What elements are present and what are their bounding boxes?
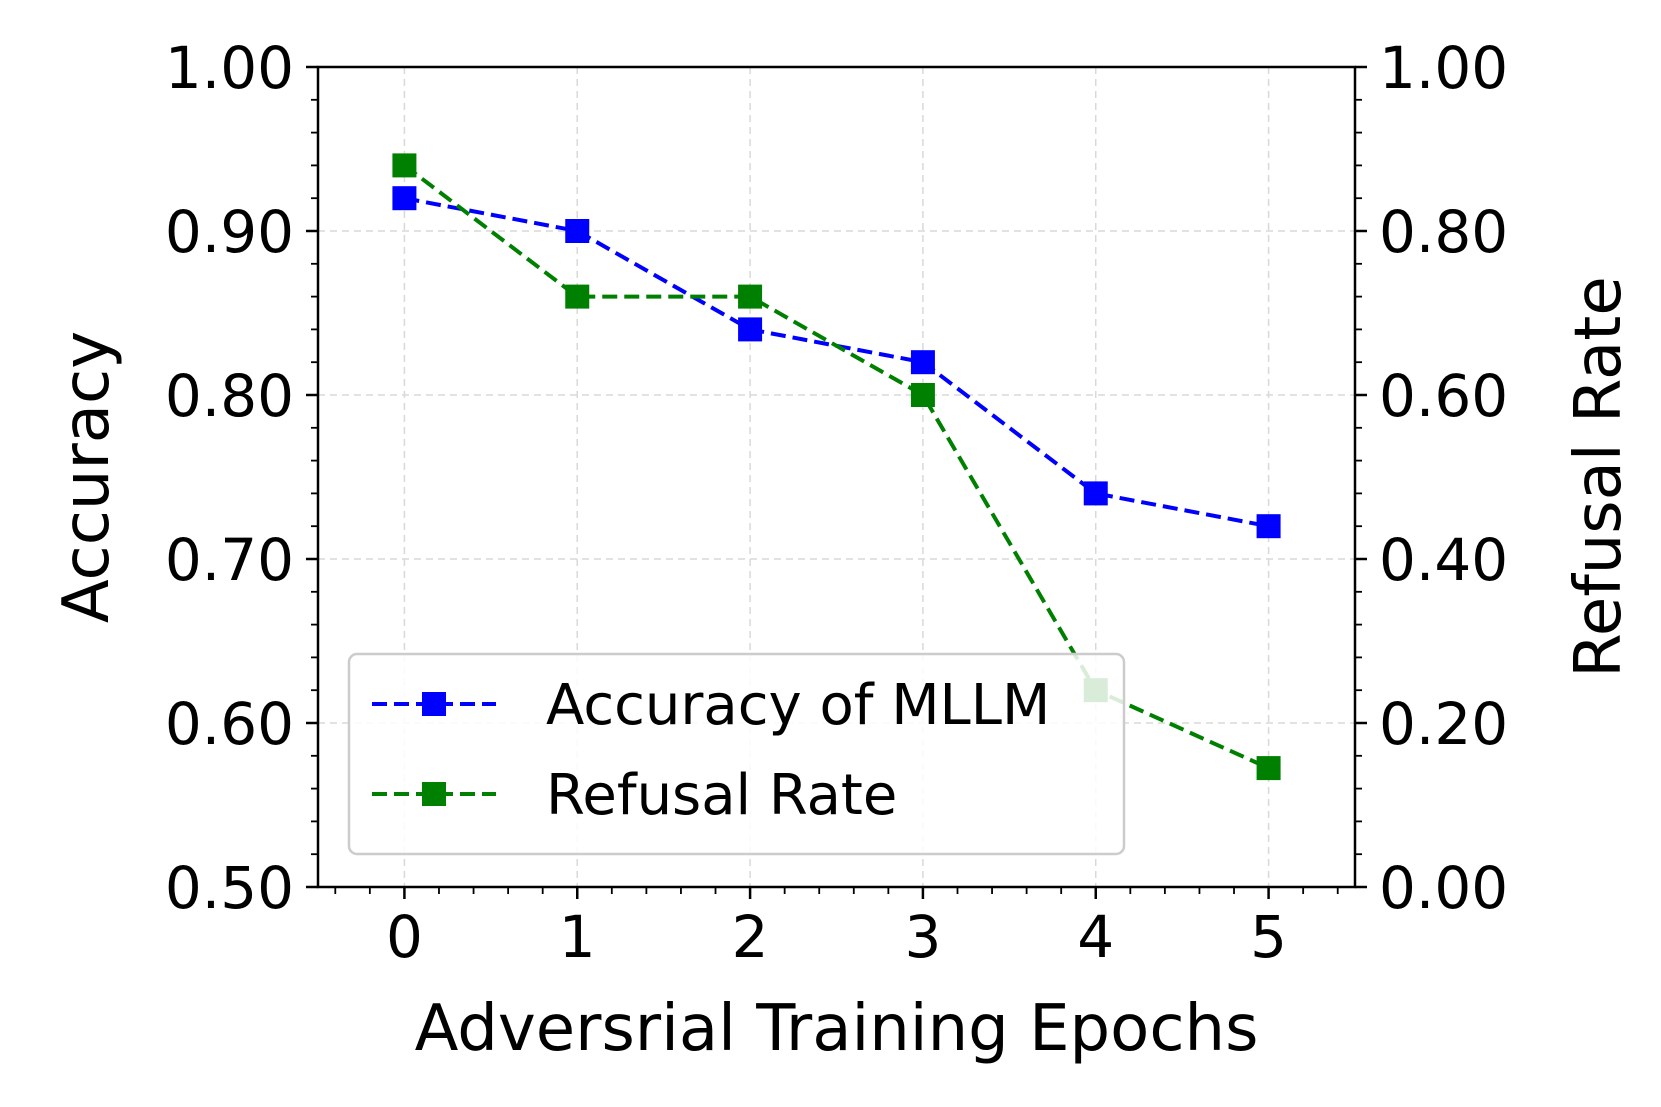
x-tick-label: 0 — [386, 903, 423, 971]
series-point-refusal-rate — [565, 284, 590, 309]
series-point-refusal-rate — [738, 284, 763, 309]
y-tick-label: 0.80 — [165, 362, 294, 430]
x-tick-label: 5 — [1250, 903, 1287, 971]
series-point-accuracy-of-mllm — [1083, 481, 1108, 506]
axes: 0 1 2 3 4 5 0.50 0.60 0.70 0.80 0.90 1.00 0.00 0.20 0.… — [165, 34, 1508, 971]
y2-tick-label: 0.40 — [1379, 526, 1508, 594]
series-line-refusal-rate — [403, 163, 1270, 770]
series-point-accuracy-of-mllm — [910, 350, 935, 375]
x-tick-label: 3 — [904, 903, 941, 971]
legend: Accuracy of MLLM Refusal Rate — [347, 652, 1126, 856]
y-tick-label: 0.70 — [165, 526, 294, 594]
series-point-accuracy-of-mllm — [392, 186, 417, 211]
legend-marker-accuracy-of-mllm — [422, 692, 446, 716]
y2-tick-label: 0.00 — [1379, 854, 1508, 922]
y-tick-label: 0.60 — [165, 690, 294, 758]
x-tick-label: 1 — [559, 903, 596, 971]
legend-marker-refusal-rate — [422, 782, 446, 806]
y-tick-label: 0.50 — [165, 854, 294, 922]
legend-label-refusal-rate: Refusal Rate — [546, 763, 897, 828]
y2-tick-label: 1.00 — [1379, 34, 1508, 102]
x-tick-label: 4 — [1077, 903, 1114, 971]
y-tick-label: 0.90 — [165, 198, 294, 266]
legend-box — [347, 652, 1126, 856]
series-layer — [392, 153, 1281, 781]
series-point-refusal-rate — [910, 383, 935, 407]
y-axis-label: Accuracy — [50, 331, 124, 623]
y2-axis-label: Refusal Rate — [1562, 276, 1636, 678]
series-point-accuracy-of-mllm — [565, 219, 590, 243]
series-point-accuracy-of-mllm — [1256, 514, 1281, 539]
y-tick-label: 1.00 — [165, 34, 294, 102]
y2-tick-label: 0.80 — [1379, 198, 1508, 266]
series-point-refusal-rate — [392, 153, 417, 178]
series-point-accuracy-of-mllm — [738, 317, 763, 342]
series-point-refusal-rate — [1256, 756, 1281, 781]
legend-label-accuracy-of-mllm: Accuracy of MLLM — [546, 673, 1050, 738]
y2-tick-label: 0.60 — [1379, 362, 1508, 430]
x-tick-label: 2 — [732, 903, 769, 971]
y2-tick-label: 0.20 — [1379, 690, 1508, 758]
x-axis-label: Adversrial Training Epochs — [415, 992, 1259, 1066]
plot-frame — [316, 65, 1357, 889]
